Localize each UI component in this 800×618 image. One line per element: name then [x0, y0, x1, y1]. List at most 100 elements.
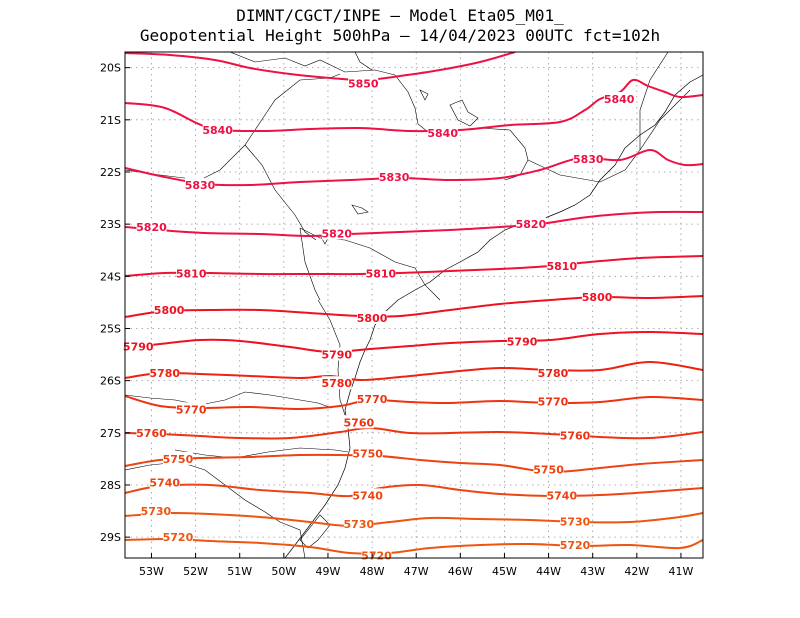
contour-label: 5840 — [604, 93, 635, 106]
plot-frame — [124, 51, 704, 559]
lat-tick-label: 20S — [100, 62, 121, 75]
contour-label-bg — [321, 376, 352, 390]
contour-label-bg — [537, 365, 568, 379]
contour-label: 5720 — [163, 531, 194, 544]
lon-tick-label: 49W — [316, 565, 341, 578]
contour-label-bg — [321, 347, 352, 361]
state-border-mg-sp — [229, 52, 529, 181]
contour-label-bg — [352, 446, 383, 460]
contour-line-5840 — [125, 78, 703, 133]
contour-label-bg — [123, 339, 154, 353]
lon-tick-label: 46W — [448, 565, 473, 578]
contour-label: 5830 — [185, 179, 216, 192]
contour-label: 5750 — [163, 453, 194, 466]
contour-label: 5760 — [344, 416, 375, 429]
contour-label: 5850 — [348, 77, 379, 90]
contour-line-5740 — [125, 483, 703, 498]
lon-tick-label: 48W — [360, 565, 385, 578]
map-title: DIMNT/CGCT/INPE – Model Eta05_M01_ — [236, 6, 564, 25]
coastline — [284, 74, 703, 558]
contour-label: 5830 — [379, 171, 410, 184]
contour-label-bg — [176, 266, 207, 280]
state-border-ms-sp — [244, 144, 317, 241]
contour-label-bg — [427, 125, 458, 139]
contour-label-bg — [348, 76, 379, 90]
contour-label-bg — [379, 170, 410, 184]
contour-label: 5760 — [136, 427, 167, 440]
lat-tick-label: 21S — [100, 114, 121, 127]
lat-tick-label: 26S — [100, 375, 121, 388]
contour-label-bg — [515, 217, 546, 231]
contour-label-bg — [537, 394, 568, 408]
country-border-paraguay-arg — [125, 391, 333, 409]
contour-label-bg — [604, 91, 635, 105]
contour-label: 5730 — [141, 505, 172, 518]
contour-label: 5820 — [136, 221, 167, 234]
lat-tick-label: 29S — [100, 531, 121, 544]
contour-label: 5800 — [357, 312, 388, 325]
contour-label: 5780 — [149, 367, 180, 380]
reservoir-lakes — [319, 89, 479, 245]
contour-line-5730 — [125, 511, 703, 528]
contour-label-bg — [573, 151, 604, 165]
lat-tick-label: 24S — [100, 270, 121, 283]
axis-ticks: 53W 52W 51W 50W 49W 48W 47W 46W 45W 44W 43W 42W 41W 2… — [100, 62, 693, 578]
contour-label: 5740 — [352, 489, 383, 502]
contour-label: 5790 — [123, 341, 154, 354]
lat-tick-label: 28S — [100, 479, 121, 492]
political-borders — [125, 52, 703, 558]
lon-tick-label: 52W — [183, 565, 208, 578]
contour-label-bg — [533, 462, 564, 476]
contour-label: 5810 — [546, 260, 577, 273]
contour-label: 5810 — [176, 268, 207, 281]
state-border-ms-pr — [299, 227, 321, 301]
contour-line-5850 — [125, 52, 516, 82]
contour-label-bg — [185, 178, 216, 192]
lat-tick-label: 27S — [100, 427, 121, 440]
lon-tick-label: 50W — [271, 565, 296, 578]
contour-label-bg — [357, 311, 388, 325]
contour-label-bg — [136, 219, 167, 233]
contour-label: 5750 — [352, 448, 383, 461]
contour-label-bg — [149, 475, 180, 489]
state-border-mg-rj — [527, 89, 691, 183]
state-border-sc-rs — [174, 447, 349, 459]
contour-label-bg — [140, 504, 171, 518]
state-border-mg-es — [639, 52, 669, 150]
contour-label-bg — [352, 488, 383, 502]
contour-label: 5770 — [357, 393, 388, 406]
contour-label: 5770 — [538, 396, 569, 409]
lon-tick-label: 43W — [580, 565, 605, 578]
contour-label: 5780 — [538, 367, 569, 380]
contour-label-bg — [154, 303, 185, 317]
lon-tick-label: 51W — [227, 565, 252, 578]
contour-line-5820 — [125, 210, 703, 238]
contour-label: 5800 — [582, 291, 613, 304]
state-border-mg-north — [354, 52, 373, 71]
lagoa-dos-patos — [299, 514, 331, 549]
contour-label: 5740 — [149, 476, 180, 489]
lon-tick-label: 41W — [669, 565, 694, 578]
contour-label: 5800 — [154, 304, 185, 317]
contour-label: 5820 — [516, 218, 547, 231]
contour-line-5720 — [125, 537, 703, 555]
contour-line-5780 — [125, 360, 703, 382]
lon-tick-label: 47W — [404, 565, 429, 578]
contour-line-5790 — [125, 330, 703, 354]
contour-label: 5820 — [321, 228, 352, 241]
contour-label-bg — [582, 290, 613, 304]
contour-label-bg — [560, 537, 591, 551]
contour-line-5750 — [125, 453, 703, 474]
contour-label: 5730 — [344, 518, 375, 531]
contour-label: 5720 — [560, 539, 591, 552]
lon-tick-label: 42W — [624, 565, 649, 578]
contour-label: 5810 — [366, 268, 397, 281]
contour-line-5760 — [125, 426, 703, 440]
contour-label: 5840 — [202, 124, 233, 137]
contour-label-bg — [507, 334, 538, 348]
lat-tick-label: 23S — [100, 218, 121, 231]
graticule — [125, 52, 703, 558]
map-subtitle: Geopotential Height 500hPa – 14/04/2023 … — [139, 26, 661, 45]
contour-label-bg — [321, 226, 352, 240]
contour-line-5830 — [125, 148, 703, 187]
